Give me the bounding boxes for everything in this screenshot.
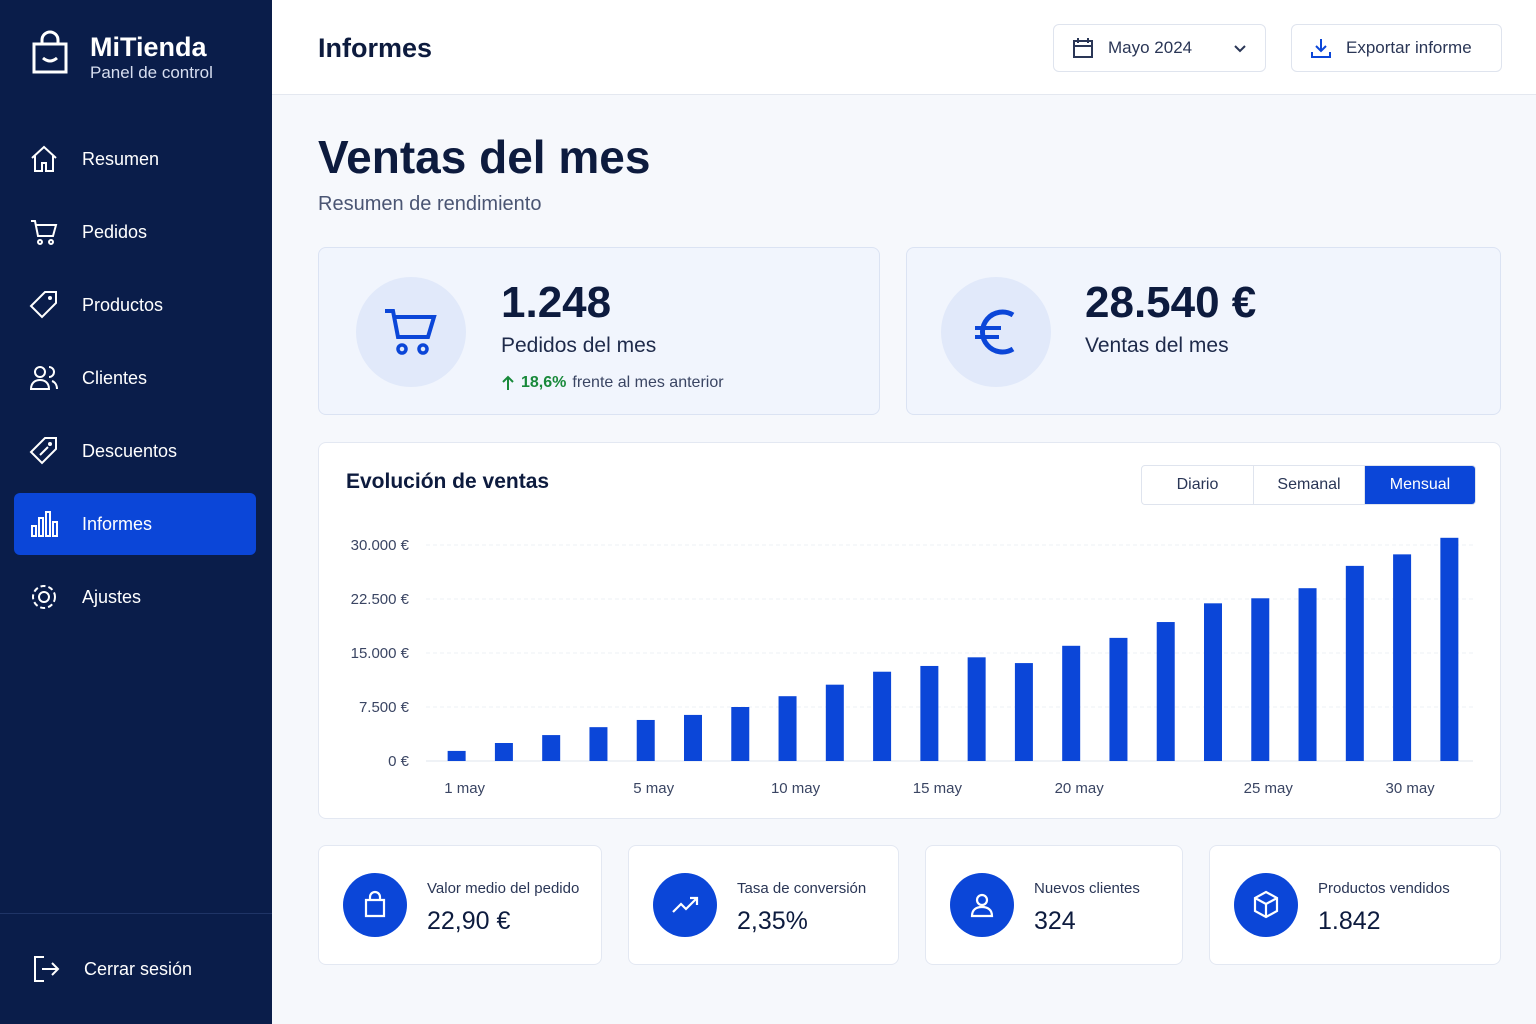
chart-title: Evolución de ventas xyxy=(346,470,550,493)
nav-item[interactable]: Productos xyxy=(14,274,256,336)
bar xyxy=(1345,565,1364,761)
header-title: Informes xyxy=(318,33,433,63)
bar xyxy=(1014,663,1033,761)
kpi-value: 28.540 € xyxy=(1085,278,1257,327)
logout[interactable]: Cerrar sesión xyxy=(0,913,272,1024)
nav-item[interactable]: Ajustes xyxy=(14,566,256,628)
kpi-change: 18,6% frente al mes anterior xyxy=(501,374,724,392)
stat-value: 1.842 xyxy=(1318,907,1381,935)
chart-card: Evolución de ventas Diario Semanal Mensual… xyxy=(318,442,1501,819)
sidebar: MiTienda Panel de control Resumen Pedidos… xyxy=(0,0,272,1024)
stat-label: Nuevos clientes xyxy=(1034,880,1140,897)
toggle-button[interactable]: Diario xyxy=(1176,476,1219,493)
kpi-change-text: frente al mes anterior xyxy=(572,374,724,391)
stat-card: Tasa de conversión 2,35% xyxy=(628,845,899,965)
export-label: Exportar informe xyxy=(1346,38,1472,57)
y-tick-label: 15.000 € xyxy=(351,645,410,662)
x-tick-label: 30 may xyxy=(1385,780,1435,797)
bar xyxy=(873,671,892,761)
x-tick-label: 1 may xyxy=(444,780,485,797)
bar xyxy=(1109,637,1128,761)
kpi-label: Pedidos del mes xyxy=(501,334,657,357)
stat-card: Productos vendidos 1.842 xyxy=(1209,845,1501,965)
nav: Resumen Pedidos Productos Clientes Descu… xyxy=(14,128,256,639)
kpi-card: 1.248 Pedidos del mes 18,6% frente al mes… xyxy=(318,247,880,415)
bar xyxy=(542,735,561,761)
nav-label: Ajustes xyxy=(82,586,142,607)
bar xyxy=(1251,598,1270,761)
brand-subtitle: Panel de control xyxy=(90,63,213,82)
nav-label: Clientes xyxy=(82,367,148,388)
kpi-icon xyxy=(356,277,466,387)
stat-value: 324 xyxy=(1034,907,1076,935)
nav-item[interactable]: Descuentos xyxy=(14,420,256,482)
stat-icon xyxy=(343,873,407,937)
x-tick-label: 25 may xyxy=(1244,780,1294,797)
x-tick-label: 10 may xyxy=(771,780,821,797)
bar xyxy=(825,684,844,761)
kpi-icon xyxy=(941,277,1051,387)
toggle-button[interactable]: Semanal xyxy=(1253,466,1364,504)
y-tick-label: 30.000 € xyxy=(351,537,410,554)
bar xyxy=(920,665,939,761)
header: Informes Mayo 2024 Exportar informe xyxy=(272,0,1536,95)
bar xyxy=(447,750,466,761)
bar xyxy=(1062,645,1081,761)
stat-value: 2,35% xyxy=(737,907,808,935)
kpi-label: Ventas del mes xyxy=(1085,334,1229,357)
period-select[interactable]: Mayo 2024 xyxy=(1053,24,1266,72)
bar xyxy=(1298,588,1317,761)
kpi-value: 1.248 xyxy=(501,278,612,327)
logout-label: Cerrar sesión xyxy=(84,958,193,979)
stat-value: 22,90 € xyxy=(427,907,511,935)
nav-item[interactable]: Pedidos xyxy=(14,201,256,263)
toggle-group: Diario Semanal Mensual xyxy=(1141,465,1476,505)
stat-label: Valor medio del pedido xyxy=(427,880,580,897)
kpi-change-value: 18,6% xyxy=(521,374,567,391)
stat-label: Productos vendidos xyxy=(1318,880,1450,897)
stat-icon xyxy=(653,873,717,937)
x-tick-label: 15 may xyxy=(913,780,963,797)
stat-label: Tasa de conversión xyxy=(737,880,867,897)
bar xyxy=(967,657,986,761)
nav-label: Pedidos xyxy=(82,221,148,242)
bar xyxy=(1393,554,1412,761)
bar xyxy=(1204,603,1222,761)
logo xyxy=(32,30,68,74)
x-tick-label: 20 may xyxy=(1055,780,1105,797)
nav-item[interactable]: Clientes xyxy=(14,347,256,409)
nav-label: Descuentos xyxy=(82,440,178,461)
export-button[interactable]: Exportar informe xyxy=(1291,24,1502,72)
page-title: Ventas del mes xyxy=(318,131,651,183)
brand: MiTienda Panel de control xyxy=(30,30,213,83)
stat-icon xyxy=(1234,873,1298,937)
kpi-card: 28.540 € Ventas del mes xyxy=(906,247,1501,415)
brand-name: MiTienda xyxy=(90,32,207,62)
page-subtitle: Resumen de rendimiento xyxy=(318,193,542,215)
toggle-button[interactable]: Mensual xyxy=(1364,466,1475,504)
nav-label: Productos xyxy=(82,294,164,315)
nav-label: Informes xyxy=(82,513,153,534)
bar xyxy=(731,707,750,761)
y-tick-label: 0 € xyxy=(388,753,410,770)
y-tick-label: 22.500 € xyxy=(351,591,410,608)
nav-item[interactable]: Resumen xyxy=(14,128,256,190)
stat-card: Valor medio del pedido 22,90 € xyxy=(318,845,602,965)
y-tick-label: 7.500 € xyxy=(359,699,410,716)
period: Mayo 2024 xyxy=(1108,38,1193,57)
bar xyxy=(494,743,513,761)
stat-icon xyxy=(950,873,1014,937)
nav-item[interactable]: Informes xyxy=(14,493,256,555)
bar xyxy=(636,719,655,761)
bar xyxy=(778,696,797,761)
bar xyxy=(684,714,702,761)
bar xyxy=(1440,537,1459,761)
nav-label: Resumen xyxy=(82,148,160,169)
bar xyxy=(1156,622,1175,761)
x-tick-label: 5 may xyxy=(633,780,674,797)
stat-card: Nuevos clientes 324 xyxy=(925,845,1183,965)
bar xyxy=(589,727,608,761)
